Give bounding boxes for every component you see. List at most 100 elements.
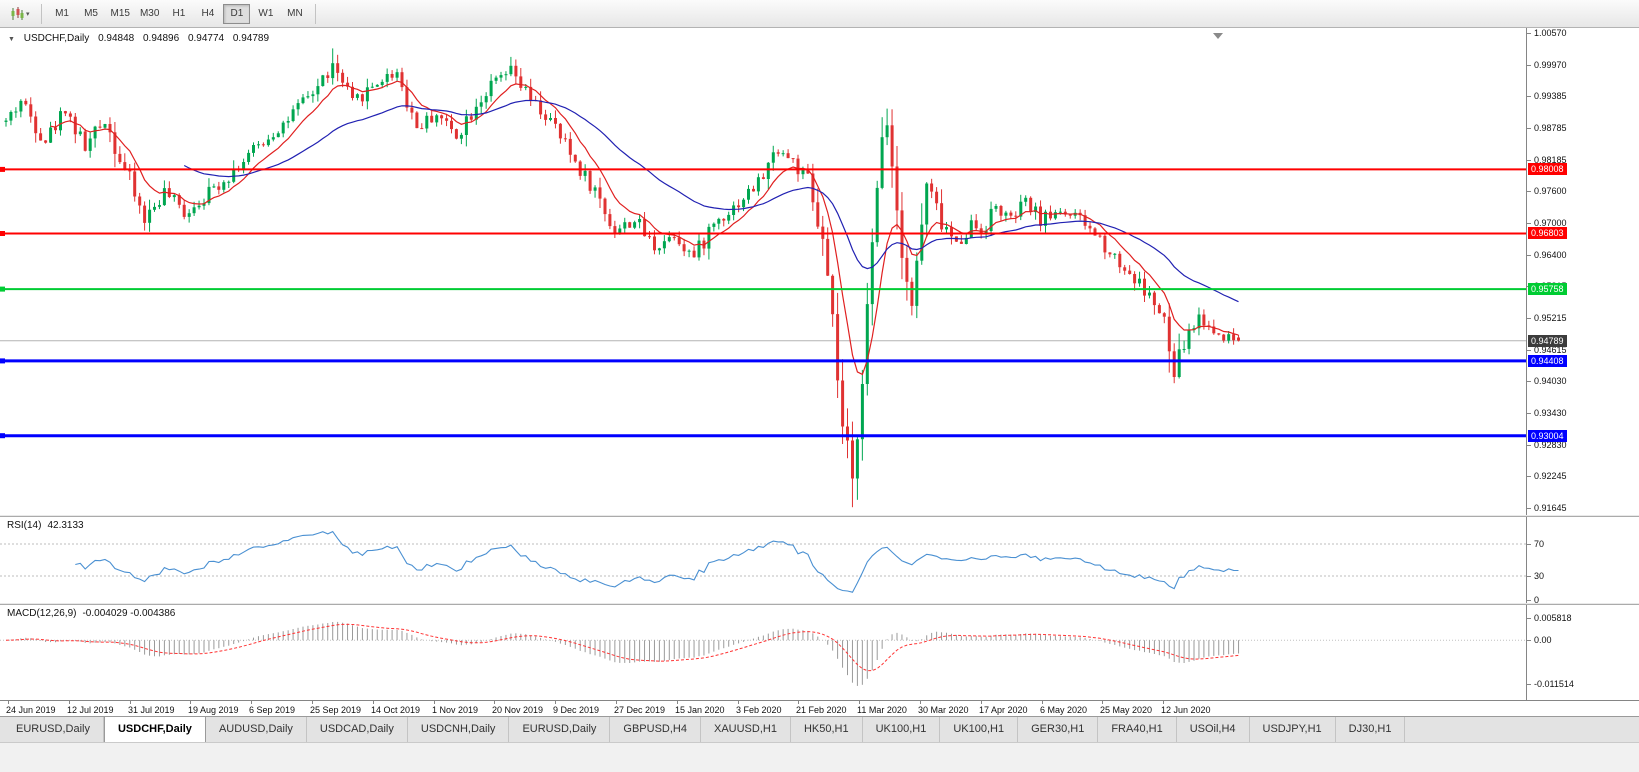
price-tick-label: 0.97600 bbox=[1534, 186, 1567, 196]
rsi-chart[interactable] bbox=[0, 517, 1526, 603]
price-tick-label: 0.92830 bbox=[1534, 440, 1567, 450]
date-tick-mark bbox=[920, 701, 921, 704]
collapse-arrow-icon[interactable]: ▼ bbox=[8, 36, 15, 43]
timeframe-button-m1[interactable]: M1 bbox=[55, 7, 69, 19]
macd-axis[interactable]: 0.005818 0.00 -0.011514 bbox=[1526, 605, 1639, 700]
price-tick-mark bbox=[1527, 191, 1531, 192]
panel-separator[interactable] bbox=[0, 515, 1639, 517]
date-label: 6 May 2020 bbox=[1040, 705, 1088, 715]
date-label: 11 Mar 2020 bbox=[857, 705, 907, 715]
symbol-tab-hk50-h1[interactable]: HK50,H1 bbox=[791, 717, 863, 742]
current-price-badge: 0.94789 bbox=[1528, 335, 1567, 347]
symbol-tab-uk100-h1[interactable]: UK100,H1 bbox=[940, 717, 1019, 742]
date-label: 24 Jun 2019 bbox=[6, 705, 56, 715]
date-tick-mark bbox=[373, 701, 374, 704]
price-tick-mark bbox=[1527, 255, 1531, 256]
price-tick-mark bbox=[1527, 223, 1531, 224]
macd-tick-label: 0.005818 bbox=[1534, 613, 1572, 623]
chart-tab-bar: EURUSD,Daily USDCHF,Daily AUDUSD,Daily USDC… bbox=[0, 716, 1639, 742]
date-tick-mark bbox=[677, 701, 678, 704]
date-tick-mark bbox=[1042, 701, 1043, 704]
chart-shift-marker bbox=[1213, 33, 1223, 39]
macd-chart[interactable] bbox=[0, 605, 1526, 700]
price-chart-panel[interactable]: ▼ USDCHF,Daily 0.94848 0.94896 0.94774 0… bbox=[0, 28, 1526, 515]
timeframe-button-d1[interactable]: D1 bbox=[223, 3, 251, 24]
date-tick-mark bbox=[8, 701, 9, 704]
price-tick-label: 1.00570 bbox=[1534, 28, 1567, 38]
symbol-tab-eurusd-daily[interactable]: EURUSD,Daily bbox=[509, 717, 611, 742]
timeframe-button-mn[interactable]: MN bbox=[287, 7, 303, 19]
date-label: 20 Nov 2019 bbox=[492, 705, 544, 715]
date-label: 21 Feb 2020 bbox=[796, 705, 847, 715]
price-tick-mark bbox=[1527, 96, 1531, 97]
timeframe-button-h4[interactable]: H4 bbox=[201, 7, 215, 19]
date-tick-mark bbox=[1102, 701, 1103, 704]
price-tick-mark bbox=[1527, 476, 1531, 477]
price-tick-mark bbox=[1527, 160, 1531, 161]
timeframe-button-m5[interactable]: M5 bbox=[84, 7, 98, 19]
price-axis[interactable]: 1.00570 0.99970 0.99385 0.98785 0.98185 0.976… bbox=[1526, 28, 1639, 515]
date-label: 1 Nov 2019 bbox=[432, 705, 479, 715]
ohlc-low: 0.94774 bbox=[187, 33, 225, 44]
symbol-tab-usdcad-daily[interactable]: USDCAD,Daily bbox=[307, 717, 408, 742]
rsi-panel[interactable]: RSI(14) 42.3133 bbox=[0, 517, 1526, 603]
timeframe-button-w1[interactable]: W1 bbox=[258, 7, 274, 19]
date-tick-mark bbox=[616, 701, 617, 704]
date-tick-mark bbox=[130, 701, 131, 704]
panel-separator[interactable] bbox=[0, 603, 1639, 605]
symbol-tab-audusd-daily[interactable]: AUDUSD,Daily bbox=[206, 717, 307, 742]
price-tick-mark bbox=[1527, 381, 1531, 382]
timeframe-button-h1[interactable]: H1 bbox=[172, 7, 186, 19]
rsi-tick-mark bbox=[1527, 600, 1531, 601]
date-label: 6 Sep 2019 bbox=[249, 705, 296, 715]
date-label: 25 May 2020 bbox=[1100, 705, 1153, 715]
candlestick-chart-icon bbox=[11, 6, 24, 20]
chart-type-button[interactable]: ▾ bbox=[5, 3, 35, 25]
date-label: 12 Jul 2019 bbox=[67, 705, 114, 715]
price-tick-label: 0.94615 bbox=[1534, 345, 1567, 355]
price-tick-mark bbox=[1527, 445, 1531, 446]
symbol-tab-uk100-h1[interactable]: UK100,H1 bbox=[863, 717, 941, 742]
candlestick-chart[interactable] bbox=[0, 28, 1526, 515]
price-tick-mark bbox=[1527, 33, 1531, 34]
symbol-tab-gbpusd-h4[interactable]: GBPUSD,H4 bbox=[610, 717, 701, 742]
rsi-tick-label: 70 bbox=[1534, 539, 1545, 549]
macd-tick-mark bbox=[1527, 640, 1531, 641]
date-label: 31 Jul 2019 bbox=[128, 705, 175, 715]
ohlc-close: 0.94789 bbox=[232, 33, 270, 44]
date-label: 3 Feb 2020 bbox=[736, 705, 782, 715]
price-tick-mark bbox=[1527, 508, 1531, 509]
rsi-tick-label: 0 bbox=[1534, 595, 1540, 603]
price-tick-label: 0.98185 bbox=[1534, 155, 1567, 165]
price-tick-label: 0.98785 bbox=[1534, 123, 1567, 133]
price-tick-mark bbox=[1527, 413, 1531, 414]
chart-symbol-label: USDCHF,Daily bbox=[23, 33, 90, 44]
symbol-tab-usdjpy-h1[interactable]: USDJPY,H1 bbox=[1250, 717, 1336, 742]
date-tick-mark bbox=[69, 701, 70, 704]
date-label: 12 Jun 2020 bbox=[1161, 705, 1211, 715]
macd-label: MACD(12,26,9) -0.004029 -0.004386 bbox=[7, 608, 175, 619]
time-axis[interactable]: 24 Jun 2019 12 Jul 2019 31 Jul 2019 19 Aug … bbox=[0, 700, 1639, 716]
timeframe-button-m30[interactable]: M30 bbox=[139, 7, 160, 19]
price-tick-label: 0.94030 bbox=[1534, 376, 1567, 386]
symbol-tab-ger30-h1[interactable]: GER30,H1 bbox=[1018, 717, 1099, 742]
rsi-axis[interactable]: 70 30 0 bbox=[1526, 517, 1639, 603]
macd-panel[interactable]: MACD(12,26,9) -0.004029 -0.004386 bbox=[0, 605, 1526, 700]
price-line-badge: 0.95758 bbox=[1528, 283, 1567, 295]
date-tick-mark bbox=[190, 701, 191, 704]
symbol-tab-xauusd-h1[interactable]: XAUUSD,H1 bbox=[701, 717, 791, 742]
symbol-tab-usdchf-daily[interactable]: USDCHF,Daily bbox=[103, 717, 206, 742]
symbol-tab-eurusd-daily[interactable]: EURUSD,Daily bbox=[3, 717, 104, 742]
date-tick-mark bbox=[494, 701, 495, 704]
symbol-tab-usdcnh-daily[interactable]: USDCNH,Daily bbox=[408, 717, 510, 742]
rsi-label: RSI(14) 42.3133 bbox=[7, 520, 84, 531]
rsi-tick-label: 30 bbox=[1534, 571, 1545, 581]
symbol-tab-usoil-h4[interactable]: USOil,H4 bbox=[1177, 717, 1250, 742]
symbol-tab-fra40-h1[interactable]: FRA40,H1 bbox=[1098, 717, 1177, 742]
symbol-tab-dj30-h1[interactable]: DJ30,H1 bbox=[1336, 717, 1406, 742]
macd-name: MACD(12,26,9) bbox=[7, 608, 77, 619]
timeframe-toolbar: M1 M5 M15 M30 H1 H4 D1 W1 MN bbox=[48, 3, 310, 24]
timeframe-button-m15[interactable]: M15 bbox=[110, 7, 130, 19]
toolbar-separator bbox=[315, 3, 317, 24]
